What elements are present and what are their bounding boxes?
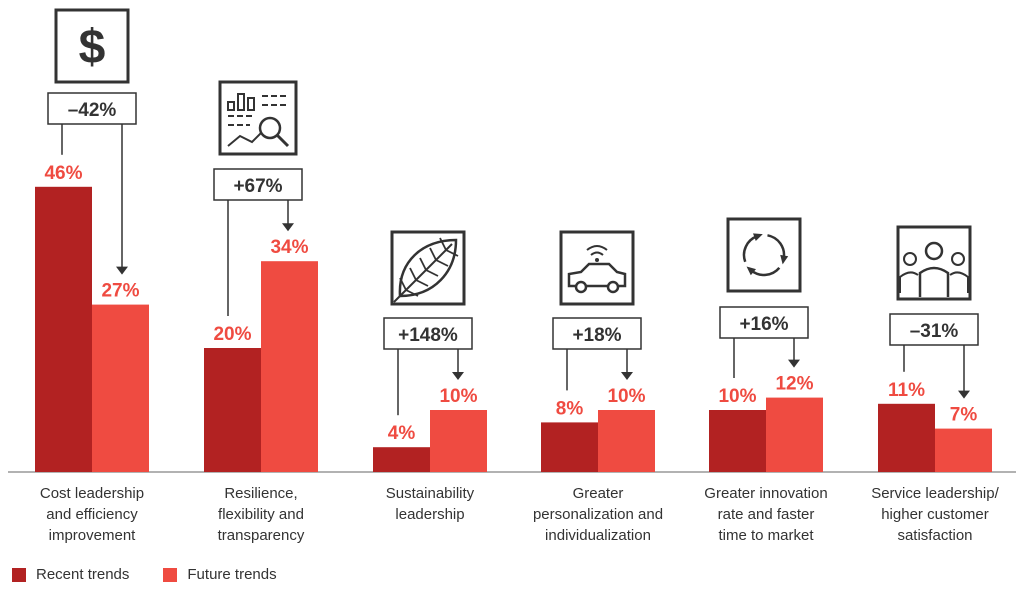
category-label-6: Service leadership/higher customer satisf… [871,485,999,544]
svg-text:$: $ [79,21,106,74]
change-box-5 [719,306,809,339]
category-label-2: Resilience, flexibility and transparency [218,485,305,544]
bar-recent-4 [541,422,598,472]
change-label-6: –31% [910,321,959,342]
data-label-recent-6: 11% [888,380,925,401]
change-box-6 [889,313,979,346]
bar-recent-5 [709,410,766,472]
bar-future-5 [766,397,823,472]
data-label-recent-1: 46% [44,163,82,184]
data-label-future-4: 10% [607,386,645,407]
category-label-5: Greater innovation rate and faster time to… [704,485,827,544]
data-label-future-3: 10% [439,386,477,407]
dollar-icon: $ [54,8,130,84]
legend-label-recent: Recent trends [36,566,130,583]
legend-item-future: Future trends [163,566,277,583]
data-label-future-6: 7% [950,405,978,426]
legend: Recent trends Future trends [12,566,277,583]
arrow-head-4 [621,372,633,380]
analytics-icon [218,80,298,156]
change-label-5: +16% [739,314,788,335]
change-label-1: –42% [68,100,117,121]
change-label-4: +18% [572,325,621,346]
legend-label-future: Future trends [187,566,277,583]
bar-future-1 [92,304,149,472]
data-label-recent-4: 8% [556,398,584,419]
bar-recent-3 [373,447,430,472]
bar-future-2 [261,261,318,472]
change-box-1 [47,92,137,125]
data-label-future-2: 34% [270,237,308,258]
arrow-head-2 [282,223,294,232]
category-label-4: Greater personalization and individualizat… [533,485,663,544]
legend-item-recent: Recent trends [12,566,129,583]
category-label-1: Cost leadership and efficiency improvement [40,485,144,544]
change-box-2 [213,168,303,201]
bar-recent-1 [35,186,92,473]
data-label-future-5: 12% [775,374,813,395]
bar-future-4 [598,410,655,472]
data-label-recent-3: 4% [388,423,416,444]
data-label-recent-5: 10% [718,386,756,407]
data-label-recent-2: 20% [213,324,251,345]
customers-icon [896,225,972,301]
bar-chart: 46% 27% –42% $ Cost leadership and efficiency… [8,8,1016,544]
arrow-head-1 [116,266,128,275]
change-box-4 [552,317,642,350]
data-label-future-1: 27% [101,281,139,302]
legend-swatch-future [163,567,178,582]
arrow-head-6 [958,390,970,399]
bar-recent-2 [204,348,261,472]
category-label-3: Sustainability leadership [386,485,475,523]
change-label-3: +148% [398,325,458,346]
cycle-arrows-icon [726,217,802,293]
arrow-head-5 [788,359,800,368]
bar-recent-6 [878,403,935,472]
leaf-icon [390,230,466,306]
bar-future-6 [935,428,992,472]
bar-future-3 [430,410,487,472]
legend-swatch-recent [12,567,26,582]
change-box-3 [383,317,473,350]
connected-car-icon [559,230,635,306]
arrow-head-3 [452,372,464,380]
change-label-2: +67% [233,176,282,197]
